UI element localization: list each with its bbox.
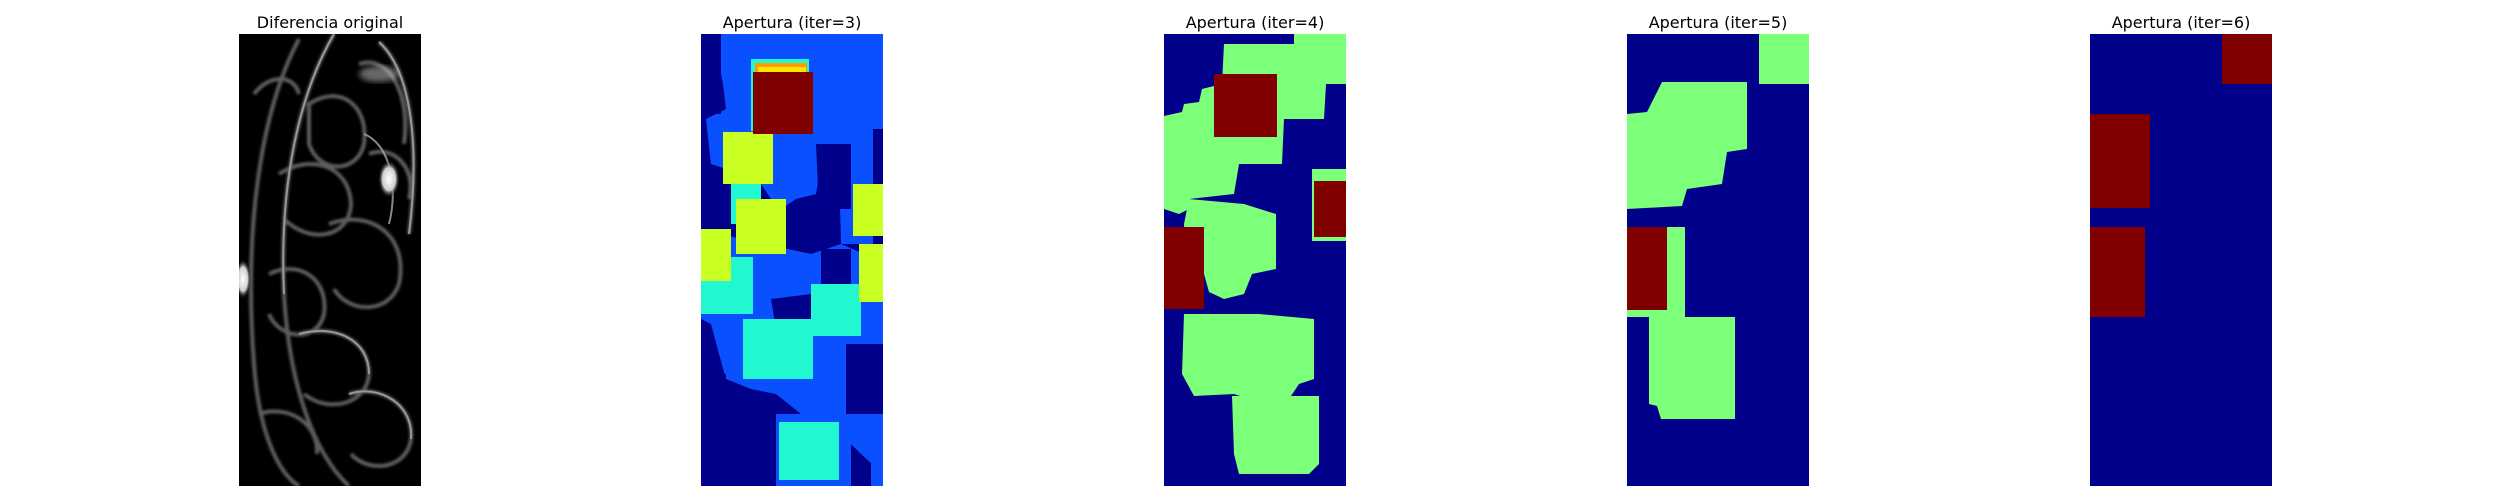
label-region [1312,169,1346,179]
bright-spot [359,66,399,82]
panel-opening-iter-6: Apertura (iter=6) [2090,0,2272,500]
label-region [859,244,883,302]
panel-opening-iter-4: Apertura (iter=4) [1164,0,1346,500]
label-region [701,229,731,281]
label-region [1232,396,1319,474]
label-region [1184,199,1276,299]
label-map-iter-6 [2090,34,2272,486]
label-region [816,144,851,209]
panel-title: Apertura (iter=5) [1648,13,1788,32]
label-region [851,289,861,309]
label-region [1182,314,1314,399]
navy-regions [701,34,883,486]
panel-opening-iter-3: Apertura (iter=3) [701,0,883,500]
label-region [871,414,883,486]
label-region [736,199,786,254]
label-region [723,132,773,184]
label-region [779,422,839,480]
label-region [846,344,883,414]
label-region [743,319,813,379]
grayscale-difference-image [239,34,421,486]
panel-title: Diferencia original [256,13,404,32]
label-map-iter-4 [1164,34,1346,486]
panel-original-difference: Diferencia original [239,0,421,500]
label-region [701,34,721,114]
dominant-region [1627,227,1667,310]
label-region [1627,82,1747,209]
dominant-region [2222,34,2272,84]
label-map-iter-5 [1627,34,1809,486]
label-region [821,249,851,284]
bright-spot [239,259,251,299]
label-region [1649,317,1735,419]
panel-title: Apertura (iter=4) [1185,13,1325,32]
dominant-region [2090,114,2150,208]
label-region [853,184,883,236]
lime-regions [701,132,883,302]
dominant-region [753,72,813,134]
panel-opening-iter-5: Apertura (iter=5) [1627,0,1809,500]
label-map-iter-3 [701,34,883,486]
panel-title: Apertura (iter=6) [2111,13,2251,32]
bright-spot [378,160,400,198]
label-region [1759,34,1809,84]
dominant-region [1214,74,1277,137]
label-region [701,374,726,486]
dominant-region [1164,227,1204,309]
dominant-region [1314,181,1346,237]
image-background [239,34,421,486]
dominant-region [2090,227,2145,317]
panel-title: Apertura (iter=3) [722,13,862,32]
